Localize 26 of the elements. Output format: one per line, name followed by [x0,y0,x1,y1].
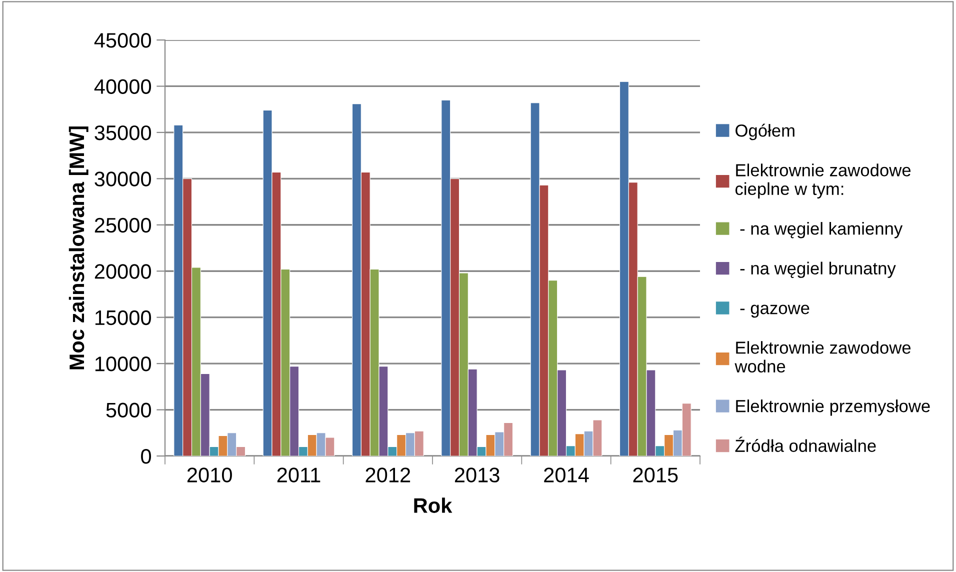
y-tick-label: 45000 [94,33,151,48]
y-tick-label: 25000 [94,218,151,233]
legend-label: Ogółem [736,124,794,140]
y-tick-label: 35000 [94,125,151,140]
x-tick-label: 2011 [277,468,320,482]
x-axis-title: Rok [414,498,452,513]
legend-label: - na węgiel kamienny [740,222,903,238]
legend-label: Źródła odnawialne [735,436,876,452]
y-tick-label: 30000 [94,172,151,186]
y-tick-label: 40000 [94,79,151,94]
y-axis-title: Moc zainstalowana [MW] [68,126,88,370]
x-tick-label: 2015 [633,468,678,482]
legend-label: - gazowe [740,304,810,318]
y-tick-label: 20000 [94,264,151,279]
x-tick-label: 2010 [187,468,232,482]
y-tick-label: 10000 [95,356,151,372]
y-tick-label: 0 [141,449,151,464]
legend-label: Elektrownie przemysłowe [736,400,930,416]
legend-label: Elektrownie zawodowe cieplne w tym: [735,164,911,198]
legend-label: Elektrownie zawodowe wodne [734,341,911,373]
x-tick-label: 2012 [366,468,410,482]
x-tick-label: 2014 [544,468,589,482]
legend-label: - na węgiel brunatny [740,262,896,278]
x-tick-label: 2013 [454,468,500,482]
y-tick-label: 15000 [95,310,151,326]
y-tick-label: 5000 [106,402,151,418]
